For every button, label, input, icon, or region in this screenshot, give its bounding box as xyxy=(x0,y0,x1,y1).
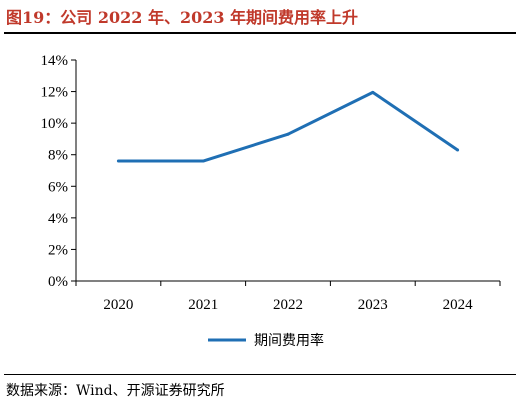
y-tick-label: 10% xyxy=(41,116,69,132)
x-tick-label: 2020 xyxy=(103,297,133,313)
source-note: 数据来源：Wind、开源证券研究所 xyxy=(6,383,225,399)
x-tick-label: 2021 xyxy=(188,297,218,313)
legend-label: 期间费用率 xyxy=(254,332,324,349)
y-tick-label: 8% xyxy=(48,148,68,164)
data-point xyxy=(116,159,120,163)
y-axis-ticks: 0% 2% 4% 6% 8% 10% 12% 14% xyxy=(41,53,76,290)
axes xyxy=(75,60,500,282)
x-tick-label: 2022 xyxy=(273,297,303,313)
data-point xyxy=(286,132,290,136)
chart-title: 图19：公司 2022 年、2023 年期间费用率上升 xyxy=(6,8,359,27)
x-axis-ticks: 2020 2021 2022 2023 2024 xyxy=(75,281,501,313)
y-tick-label: 6% xyxy=(48,179,68,195)
legend: 期间费用率 xyxy=(208,332,324,349)
data-point xyxy=(371,90,375,94)
series-layer xyxy=(116,90,460,163)
data-point xyxy=(201,159,205,163)
x-tick-label: 2023 xyxy=(358,297,388,313)
series-line xyxy=(118,90,459,163)
y-tick-label: 2% xyxy=(48,242,68,258)
y-tick-label: 0% xyxy=(48,274,68,290)
y-tick-label: 12% xyxy=(41,85,69,101)
y-tick-label: 14% xyxy=(41,53,69,69)
data-point xyxy=(456,148,460,152)
title-rule xyxy=(4,32,516,34)
x-tick-label: 2024 xyxy=(443,297,474,313)
source-rule xyxy=(4,374,516,375)
line-chart: 0% 2% 4% 6% 8% 10% 12% 14% 2020 2021 2022 2023 2024… xyxy=(41,53,501,349)
y-tick-label: 4% xyxy=(48,211,68,227)
